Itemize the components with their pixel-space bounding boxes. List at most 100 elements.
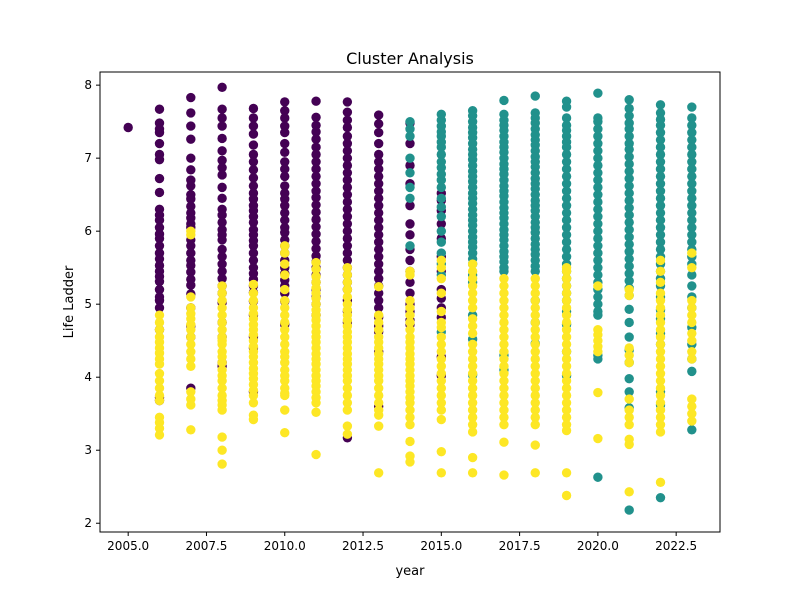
data-point xyxy=(593,281,603,291)
data-point xyxy=(655,310,666,320)
data-point xyxy=(248,390,259,401)
data-point xyxy=(593,116,603,127)
data-point xyxy=(154,310,165,320)
data-point xyxy=(280,147,290,158)
data-point xyxy=(280,181,290,191)
data-point xyxy=(655,208,666,218)
data-point xyxy=(655,108,666,118)
data-point xyxy=(655,332,666,342)
data-point xyxy=(561,252,572,262)
data-point xyxy=(217,113,227,123)
data-point xyxy=(467,328,478,339)
data-point xyxy=(311,157,321,167)
data-point xyxy=(342,146,353,156)
data-point xyxy=(217,82,227,93)
data-point xyxy=(248,241,259,251)
data-point xyxy=(373,193,384,204)
data-point xyxy=(655,120,666,131)
data-point xyxy=(687,135,697,145)
data-point xyxy=(593,354,603,364)
data-point xyxy=(280,310,290,320)
x-tick-label: 2012.5 xyxy=(342,539,384,553)
data-point xyxy=(593,88,603,98)
data-point xyxy=(561,142,572,152)
data-point xyxy=(217,288,227,298)
data-point xyxy=(248,149,259,160)
data-point xyxy=(280,208,290,218)
data-point xyxy=(311,164,321,174)
chart-title: Cluster Analysis xyxy=(346,49,474,68)
data-point xyxy=(624,304,634,315)
data-point xyxy=(624,350,634,361)
data-point xyxy=(687,394,697,404)
data-point xyxy=(530,91,540,101)
data-point xyxy=(342,204,353,214)
data-point xyxy=(373,119,384,129)
data-point xyxy=(373,410,384,420)
data-point xyxy=(186,267,196,277)
data-point xyxy=(561,288,572,298)
data-point xyxy=(624,419,634,430)
data-point xyxy=(373,179,384,189)
data-point xyxy=(561,346,572,357)
data-point xyxy=(655,255,666,266)
data-point xyxy=(217,281,227,291)
y-tick-label: 8 xyxy=(84,78,92,92)
data-point xyxy=(186,339,196,350)
y-tick-label: 2 xyxy=(84,516,92,530)
data-point xyxy=(687,179,697,189)
data-point xyxy=(561,295,572,306)
data-point xyxy=(687,230,697,240)
y-tick-label: 6 xyxy=(84,224,92,238)
data-point xyxy=(186,400,196,410)
data-point xyxy=(405,124,415,134)
data-point xyxy=(248,113,259,123)
data-point xyxy=(373,127,384,138)
data-point xyxy=(593,160,603,171)
data-point xyxy=(467,303,478,313)
data-point xyxy=(624,246,634,257)
data-point xyxy=(373,421,384,431)
data-point xyxy=(593,211,603,222)
data-point xyxy=(217,210,227,220)
data-point xyxy=(655,346,666,357)
data-point xyxy=(280,284,290,295)
data-point xyxy=(624,195,634,206)
data-point xyxy=(467,368,478,379)
data-point xyxy=(405,230,415,240)
data-point xyxy=(561,193,572,204)
data-point xyxy=(561,230,572,240)
data-point xyxy=(373,252,384,262)
data-point xyxy=(154,359,165,369)
data-point xyxy=(248,255,259,266)
data-point xyxy=(373,259,384,269)
data-point xyxy=(624,290,634,301)
data-point xyxy=(373,171,384,182)
x-axis: 2005.0 2007.5 2010.0 2012.5 2015.0 2017.5 2020… xyxy=(107,532,697,553)
data-point xyxy=(342,107,353,117)
data-point xyxy=(405,412,415,423)
data-point xyxy=(154,276,165,287)
data-point xyxy=(186,280,196,290)
data-point xyxy=(530,346,540,357)
data-point xyxy=(530,376,540,386)
data-point xyxy=(624,225,634,235)
data-point xyxy=(561,368,572,379)
data-point xyxy=(593,138,603,149)
data-point xyxy=(217,182,227,193)
data-point xyxy=(499,339,509,350)
data-point xyxy=(280,405,290,415)
data-point xyxy=(499,470,509,480)
data-point xyxy=(154,154,165,165)
data-point xyxy=(436,468,447,478)
data-point xyxy=(405,310,415,320)
data-point xyxy=(436,322,447,333)
data-point xyxy=(280,138,290,149)
data-point xyxy=(405,219,415,229)
data-point xyxy=(467,419,478,430)
data-point xyxy=(499,273,509,284)
data-point xyxy=(624,159,634,169)
data-point xyxy=(467,273,478,284)
data-point xyxy=(217,445,227,455)
data-point xyxy=(561,412,572,423)
